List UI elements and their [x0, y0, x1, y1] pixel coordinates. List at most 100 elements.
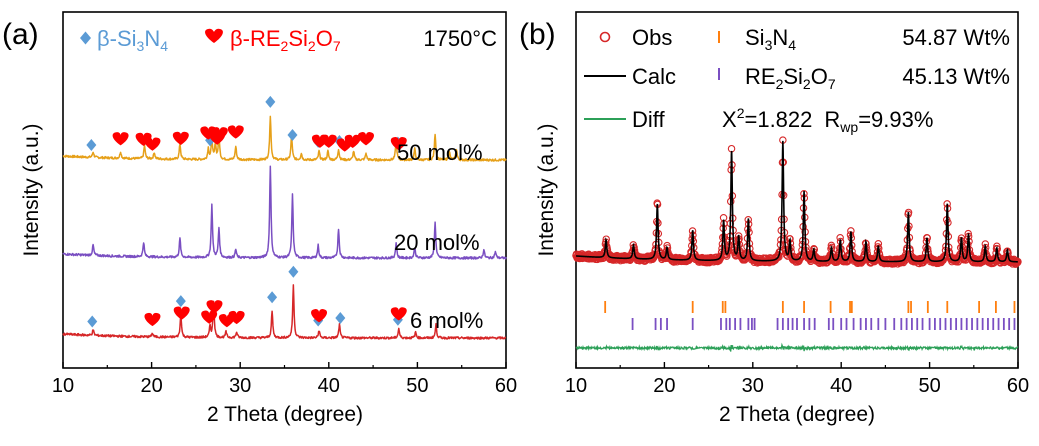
- re2si2o7-heart-icon: [206, 300, 223, 314]
- re2si2o7-heart-icon: [344, 134, 361, 148]
- pattern-line-0: [62, 115, 507, 162]
- legend-re2si2o7-mid: Si: [288, 26, 308, 51]
- legend-phase1-base: Si: [745, 25, 765, 50]
- legend-phase1-mid: N: [772, 25, 788, 50]
- si3n4-diamond-icon: [287, 129, 298, 142]
- legend-diff-label: Diff: [632, 107, 665, 132]
- re2si2o7-heart-icon: [390, 307, 407, 321]
- chi-base: X: [722, 107, 737, 132]
- legend-phase2-sub2: 2: [803, 76, 811, 92]
- legend-re2si2o7-sub3: 7: [333, 38, 341, 54]
- observed-point: [727, 144, 736, 153]
- legend-re2si2o7-tail: O: [316, 26, 333, 51]
- b-x-tick-label: 40: [830, 375, 852, 397]
- legend-si3n4-sub1: 3: [137, 38, 145, 54]
- a-x-tick-label: 20: [140, 375, 162, 397]
- pattern-line-1: [62, 165, 507, 260]
- legend-phase2-wt: 45.13 Wt%: [902, 64, 1010, 89]
- legend-phase2-sub1: 2: [776, 76, 784, 92]
- panel-a-x-ticks: 10 20 30 40 50 60: [52, 362, 517, 397]
- re2si2o7-heart-icon: [172, 131, 189, 146]
- panel-a-ylabel: Intensity (a.u.): [20, 123, 43, 256]
- legend-re2si2o7-sub1: 2: [281, 38, 289, 54]
- panel-b-x-ticks: 10 20 30 40 50 60: [565, 362, 1029, 397]
- legend-phase1-sub1: 3: [765, 37, 773, 53]
- panel-a: (a) 10 20 30 40 50 60 2 Theta (degree) Intens…: [2, 11, 517, 426]
- legend-phase2-label: RE2Si2O7: [745, 64, 836, 92]
- panel-a-series: [62, 115, 507, 340]
- fit-statistics: X2=1.822 Rwp=9.93%: [722, 105, 933, 135]
- legend-obs-label: Obs: [632, 25, 672, 50]
- panel-a-xlabel: 2 Theta (degree): [207, 403, 363, 426]
- re2si2o7-heart-icon: [228, 310, 245, 325]
- si3n4-diamond-icon: [175, 295, 186, 308]
- panel-b-calculated: [575, 140, 1018, 263]
- a-x-tick-label: 60: [495, 375, 517, 397]
- pattern-line-2: [62, 284, 507, 340]
- legend-si3n4-base: β-Si: [97, 26, 137, 51]
- re2si2o7-heart-icon: [311, 309, 328, 323]
- rwp-base: R: [824, 107, 840, 132]
- legend-phase2-mid: Si: [783, 64, 803, 89]
- panel-b-xlabel: 2 Theta (degree): [719, 403, 875, 426]
- legend-re2si2o7-sub2: 2: [308, 38, 316, 54]
- a-x-tick-label: 30: [229, 375, 251, 397]
- legend-si3n4-sub2: 4: [160, 38, 168, 54]
- series-label-50: 50 mol%: [397, 140, 483, 165]
- legend-phase1-label: Si3N4: [745, 25, 796, 53]
- a-x-tick-label: 10: [52, 375, 74, 397]
- b-x-tick-label: 20: [653, 375, 675, 397]
- legend-phase2-sub3: 7: [828, 76, 836, 92]
- re2si2o7-heart-icon: [173, 306, 190, 320]
- legend-phase2-tail: O: [811, 64, 828, 89]
- re2si2o7-heart-icon: [201, 310, 218, 324]
- series-label-20: 20 mol%: [394, 230, 480, 255]
- rwp-sub: wp: [839, 119, 858, 135]
- panel-b-phase-ticks: [604, 301, 1016, 330]
- legend-si3n4-label: β-Si3N4: [97, 26, 168, 54]
- b-x-tick-label: 60: [1007, 375, 1029, 397]
- panel-b-label: (b): [519, 18, 556, 51]
- re2si2o7-heart-icon: [112, 132, 129, 146]
- panel-b-ylabel: Intensity (a.u.): [535, 123, 558, 256]
- legend-phase1-sub2: 4: [788, 37, 796, 53]
- chi-sup: 2: [737, 105, 745, 121]
- legend-phase2-base: RE: [745, 64, 776, 89]
- panel-b-observed: [572, 136, 1022, 268]
- si3n4-diamond-icon: [265, 95, 276, 108]
- legend-diamond-icon: [80, 31, 91, 45]
- si3n4-diamond-icon: [87, 315, 98, 328]
- re2si2o7-heart-icon: [144, 137, 161, 151]
- panel-a-legend: β-Si3N4 β-RE2Si2O7 1750°C: [80, 26, 497, 54]
- re2si2o7-heart-icon: [358, 132, 375, 146]
- a-x-tick-label: 50: [406, 375, 428, 397]
- legend-phase1-wt: 54.87 Wt%: [902, 25, 1010, 50]
- re2si2o7-heart-icon: [227, 125, 244, 139]
- legend-calc-label: Calc: [632, 64, 676, 89]
- temperature-label: 1750°C: [423, 26, 497, 51]
- b-x-tick-label: 30: [742, 375, 764, 397]
- re2si2o7-heart-icon: [320, 134, 337, 148]
- b-x-tick-label: 10: [565, 375, 587, 397]
- b-x-tick-label: 50: [918, 375, 940, 397]
- panel-a-markers: [86, 95, 407, 328]
- legend-obs-marker: [599, 31, 611, 43]
- si3n4-diamond-icon: [288, 265, 299, 278]
- legend-re2si2o7-base: β-RE: [230, 26, 281, 51]
- si3n4-diamond-icon: [86, 139, 97, 152]
- si3n4-diamond-icon: [267, 291, 278, 304]
- legend-re2si2o7-label: β-RE2Si2O7: [230, 26, 341, 54]
- si3n4-diamond-icon: [335, 312, 346, 325]
- difference-line: [575, 342, 1019, 352]
- re2si2o7-heart-icon: [390, 137, 407, 151]
- panel-a-label: (a): [2, 18, 39, 51]
- legend-heart-icon: [205, 28, 223, 43]
- a-x-tick-label: 40: [318, 375, 340, 397]
- panel-b-difference: [575, 342, 1019, 352]
- re2si2o7-heart-icon: [144, 312, 161, 327]
- panel-b-legend: Obs Calc Diff Si3N4 54.87 Wt% RE2Si2O7 4…: [584, 25, 1010, 135]
- calculated-line: [575, 140, 1018, 263]
- panel-b: (b) 10 20 30 40 50 60 2 Theta (degree) Intens…: [519, 11, 1029, 426]
- re2si2o7-heart-icon: [211, 127, 228, 141]
